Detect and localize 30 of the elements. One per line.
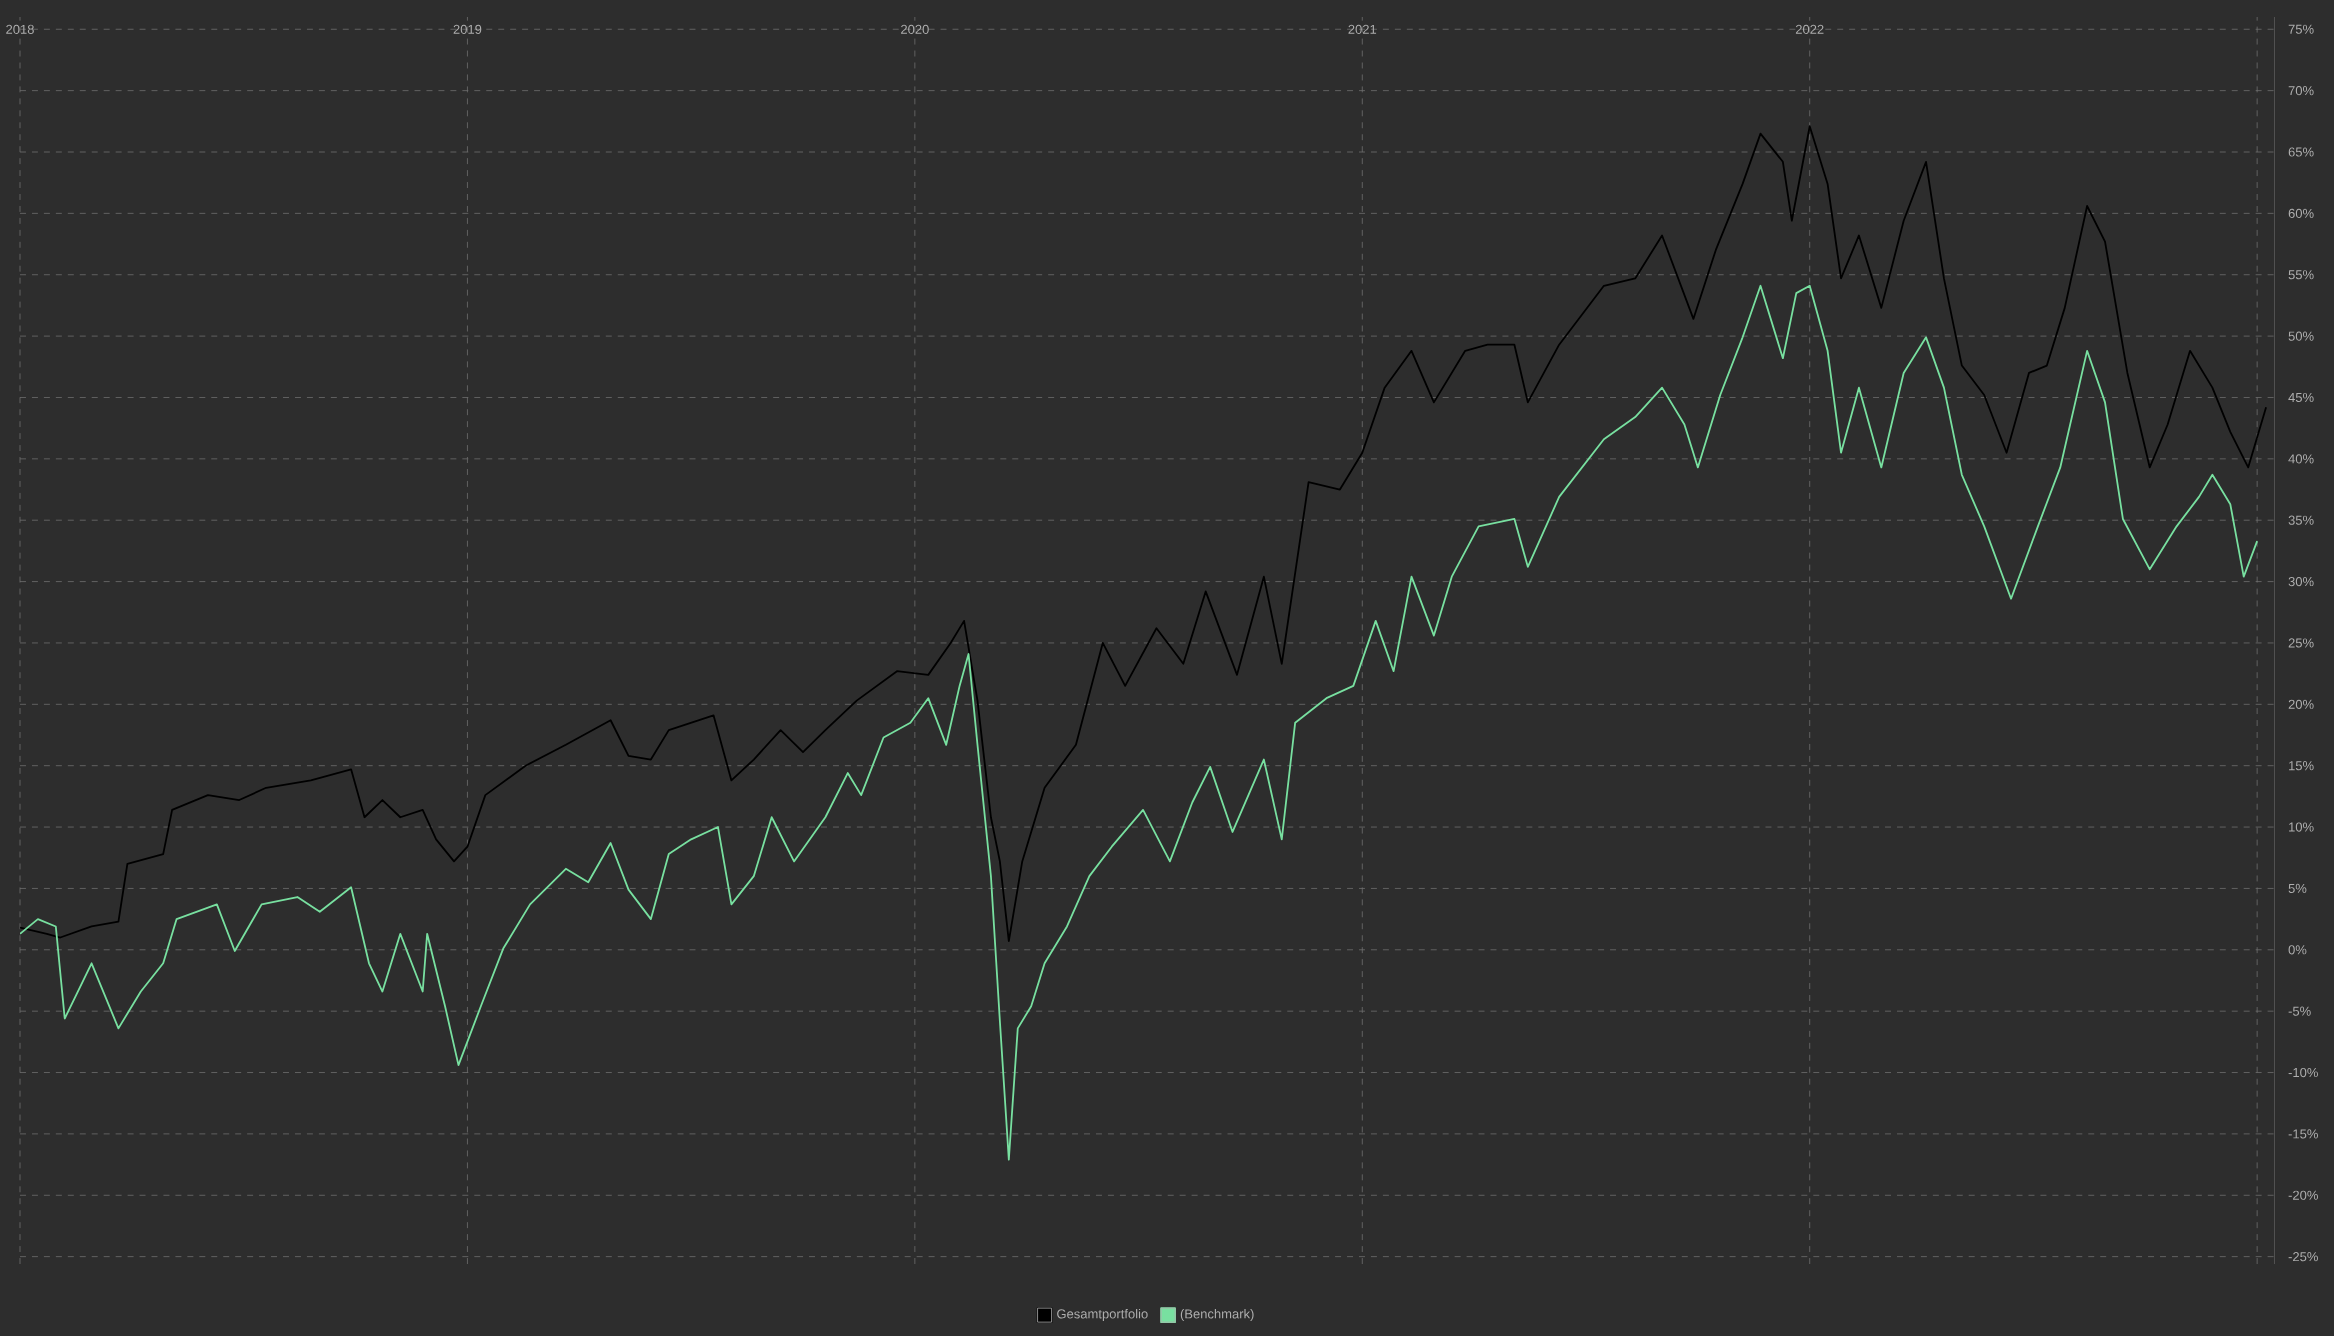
y-tick-label: 25% <box>2288 638 2314 648</box>
y-tick-label: 55% <box>2288 270 2314 280</box>
y-tick-label: 60% <box>2288 208 2314 218</box>
y-tick-label: 40% <box>2288 454 2314 464</box>
x-tick-label: 2020 <box>901 24 929 34</box>
y-tick-label: 5% <box>2288 883 2307 893</box>
legend-label: (Benchmark) <box>1180 1308 1254 1322</box>
y-tick-label: 30% <box>2288 576 2314 587</box>
y-tick-label: -5% <box>2288 1006 2311 1016</box>
y-tick-label: 65% <box>2288 147 2314 157</box>
y-tick-label: 50% <box>2288 331 2314 341</box>
y-tick-label: 70% <box>2288 86 2314 96</box>
line-series <box>20 284 2259 1161</box>
line-series <box>20 125 2267 943</box>
legend-label: Gesamtportfolio <box>1057 1308 1148 1322</box>
y-tick-label: 10% <box>2289 822 2314 832</box>
x-tick-label: 2019 <box>453 24 482 34</box>
y-tick-label: -10% <box>2288 1067 2318 1078</box>
y-tick-label: -25% <box>2288 1252 2318 1262</box>
y-tick-label: 75% <box>2288 24 2314 34</box>
y-tick-label: 0% <box>2288 945 2307 955</box>
y-tick-label: 45% <box>2288 392 2314 403</box>
y-tick-label: -20% <box>2288 1190 2318 1200</box>
y-tick-label: 15% <box>2289 761 2314 771</box>
y-tick-label: -15% <box>2288 1129 2318 1139</box>
y-tick-label: 35% <box>2288 515 2314 525</box>
y-tick-label: 20% <box>2288 699 2314 709</box>
x-tick-label: 2021 <box>1348 24 1377 34</box>
x-tick-label: 2018 <box>6 24 34 34</box>
x-tick-label: 2022 <box>1795 24 1824 34</box>
